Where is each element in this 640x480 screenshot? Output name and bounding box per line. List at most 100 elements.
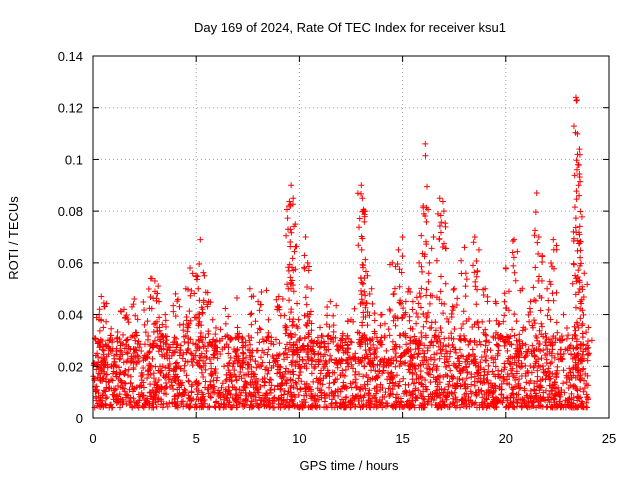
- data-point: [291, 394, 298, 401]
- data-point: [392, 350, 399, 357]
- data-point: [348, 339, 355, 346]
- data-point: [507, 400, 514, 407]
- data-point: [432, 319, 439, 326]
- data-point: [441, 402, 448, 409]
- data-point: [356, 224, 363, 231]
- data-point: [515, 348, 522, 355]
- data-point: [362, 256, 369, 263]
- data-point: [256, 325, 263, 332]
- data-point: [560, 350, 567, 357]
- data-point: [182, 358, 189, 365]
- data-point: [288, 264, 295, 271]
- data-point: [197, 363, 204, 370]
- data-point: [171, 400, 178, 407]
- data-point: [248, 368, 255, 375]
- data-point: [170, 308, 177, 315]
- data-point: [281, 388, 288, 395]
- data-point: [109, 339, 116, 346]
- data-point: [379, 370, 386, 377]
- data-point: [153, 384, 160, 391]
- data-point: [307, 404, 314, 411]
- data-point: [222, 320, 229, 327]
- data-point: [166, 399, 173, 406]
- data-point: [443, 245, 450, 252]
- data-point: [394, 391, 401, 398]
- data-point: [552, 379, 559, 386]
- data-point: [419, 268, 426, 275]
- data-point: [438, 219, 445, 226]
- data-point: [523, 352, 530, 359]
- data-point: [501, 298, 508, 305]
- data-point: [422, 152, 429, 159]
- data-point: [235, 399, 242, 406]
- data-point: [396, 283, 403, 290]
- data-point: [473, 301, 480, 308]
- data-point: [434, 383, 441, 390]
- data-point: [231, 346, 238, 353]
- data-point: [377, 322, 384, 329]
- data-point: [540, 396, 547, 403]
- data-point: [537, 384, 544, 391]
- data-point: [344, 318, 351, 325]
- data-point: [498, 386, 505, 393]
- data-point: [396, 266, 403, 273]
- data-point: [424, 347, 431, 354]
- data-point: [351, 371, 358, 378]
- data-point: [340, 372, 347, 379]
- data-point: [533, 383, 540, 390]
- data-point: [528, 350, 535, 357]
- data-point: [535, 340, 542, 347]
- data-point: [154, 385, 161, 392]
- data-point: [577, 238, 584, 245]
- data-point: [361, 336, 368, 343]
- data-point: [282, 368, 289, 375]
- data-point: [448, 330, 455, 337]
- data-point: [538, 277, 545, 284]
- data-point: [364, 322, 371, 329]
- data-point: [577, 377, 584, 384]
- data-point: [159, 321, 166, 328]
- data-point: [415, 387, 422, 394]
- data-point: [518, 360, 525, 367]
- data-point: [574, 344, 581, 351]
- data-point: [413, 394, 420, 401]
- data-point: [308, 320, 315, 327]
- data-point: [572, 327, 579, 334]
- data-point: [476, 404, 483, 411]
- data-point: [316, 344, 323, 351]
- data-point: [417, 368, 424, 375]
- data-point: [562, 397, 569, 404]
- data-point: [568, 350, 575, 357]
- data-point: [542, 369, 549, 376]
- data-point: [97, 370, 104, 377]
- y-tick-label: 0.08: [58, 204, 83, 219]
- data-point: [95, 389, 102, 396]
- x-tick-label: 15: [395, 431, 409, 446]
- data-point: [218, 384, 225, 391]
- data-point: [176, 303, 183, 310]
- data-point: [332, 389, 339, 396]
- data-point: [461, 336, 468, 343]
- data-point: [96, 364, 103, 371]
- data-point: [214, 355, 221, 362]
- data-point: [245, 371, 252, 378]
- data-point: [135, 338, 142, 345]
- data-point: [162, 317, 169, 324]
- data-point: [415, 300, 422, 307]
- data-point: [180, 398, 187, 405]
- data-point: [213, 337, 220, 344]
- data-point: [553, 374, 560, 381]
- data-point: [448, 310, 455, 317]
- data-point: [534, 239, 541, 246]
- data-point: [122, 368, 129, 375]
- data-point: [102, 395, 109, 402]
- data-point: [248, 321, 255, 328]
- data-point: [377, 311, 384, 318]
- data-point: [292, 379, 299, 386]
- data-point: [211, 383, 218, 390]
- data-points: [90, 94, 595, 411]
- data-point: [358, 398, 365, 405]
- data-point: [347, 400, 354, 407]
- data-point: [204, 386, 211, 393]
- data-point: [206, 356, 213, 363]
